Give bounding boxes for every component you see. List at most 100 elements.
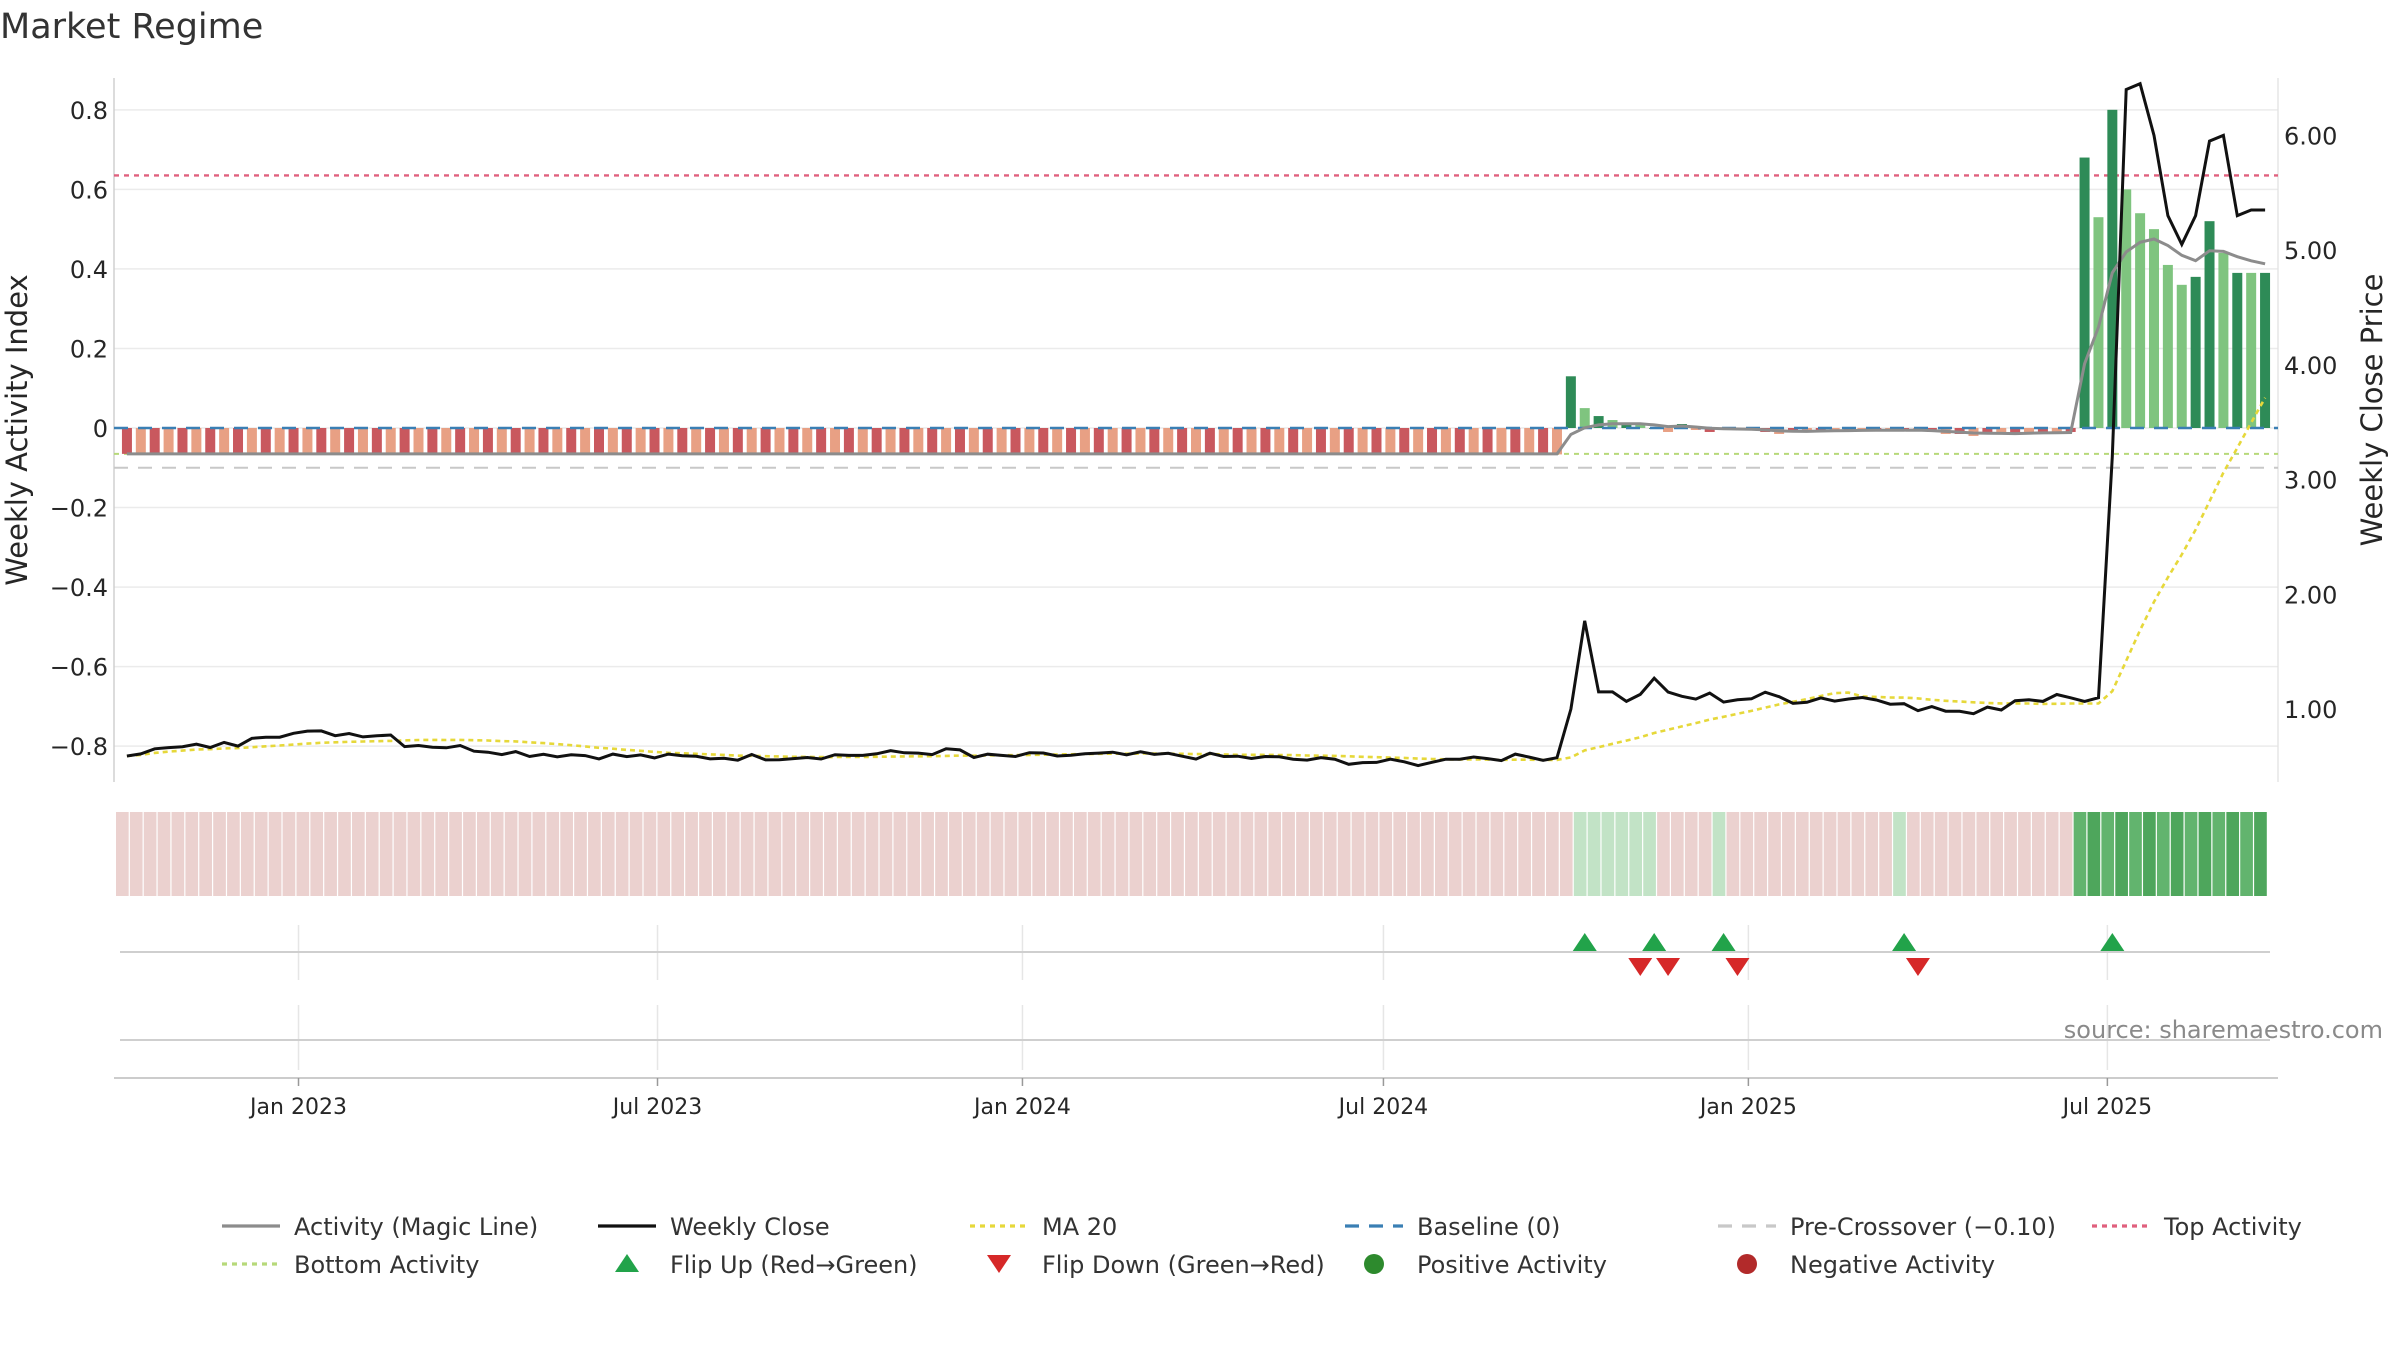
regime-strip-cell [1462,812,1476,896]
legend-swatch-flip-down [987,1255,1011,1273]
legend-label: Baseline (0) [1417,1213,1560,1241]
legend-swatch-dot [1737,1254,1757,1274]
activity-bar [2148,229,2159,428]
regime-strip-cell [1171,812,1184,896]
regime-strip-cell [851,812,865,896]
activity-bar [1579,408,1590,428]
activity-bar [385,428,396,454]
regime-strip-cell [754,812,768,896]
flip-up-marker [2100,933,2125,951]
activity-bar [2246,272,2257,428]
regime-strip-cell [1004,812,1018,896]
activity-bar [788,428,799,454]
regime-strip-cell [1546,812,1559,896]
x-tick-label: Jul 2025 [2061,1095,2153,1120]
activity-bar [274,428,285,454]
activity-bar [746,428,757,453]
regime-strip-cell [976,812,990,896]
legend-label: Flip Up (Red→Green) [670,1251,918,1279]
activity-bar [316,428,327,454]
activity-bar [843,428,854,455]
activity-bar [1704,428,1715,432]
right-tick-label: 2.00 [2284,581,2337,609]
regime-strip-cell [1282,812,1295,896]
activity-bar [1149,428,1160,453]
activity-bar [982,428,993,454]
x-tick-label: Jan 2023 [248,1095,347,1120]
activity-bar [191,428,202,454]
regime-strip-cell [1795,812,1809,896]
activity-bar [941,428,952,454]
activity-bar [2107,109,2118,429]
activity-bar [1093,428,1104,454]
regime-strip-cell [518,812,532,896]
regime-strip-cell [1893,812,1906,896]
regime-strip-cell [1518,812,1531,896]
activity-bar [1454,428,1465,454]
activity-bar [871,428,882,454]
activity-bar [1246,428,1257,455]
regime-strip-cell [1670,812,1684,896]
regime-strip-cell [449,812,462,896]
regime-strip-cell [1434,812,1448,896]
activity-bar [1663,428,1674,432]
regime-strip-cell [1573,812,1587,896]
activity-bar [1066,428,1077,455]
regime-strip-cell [601,812,615,896]
activity-bar [691,428,702,455]
regime-strip-cell [726,812,740,896]
regime-strip-cell [935,812,948,896]
regime-strip-cell [1254,812,1268,896]
x-tick-label: Jan 2024 [972,1095,1071,1120]
regime-strip-cell [574,812,587,896]
regime-strip-cell [407,812,421,896]
activity-bar [1274,428,1285,455]
ma20-line [126,397,2267,762]
activity-bar [163,428,174,455]
weekly-close-line [126,81,2266,768]
right-axis-title: Weekly Close Price [2355,274,2389,547]
activity-bar [1329,428,1340,454]
regime-strip-cell [1657,812,1670,896]
regime-strip-cell [1782,812,1795,896]
activity-bar [1538,428,1549,453]
regime-strip-cell [671,812,685,896]
activity-bar [1565,376,1576,428]
regime-strip-cell [629,812,643,896]
regime-strip-cell [2198,812,2212,896]
flip-down-marker [1656,958,1681,976]
activity-bar [1177,428,1188,453]
activity-bar [482,428,493,453]
regime-strip-cell [1018,812,1032,896]
magic-line [126,237,2266,456]
activity-bar [260,428,271,455]
regime-strip-cell [699,812,712,896]
left-tick-label: 0.6 [70,176,108,204]
activity-bar [2051,428,2062,432]
regime-strip-cell [1212,812,1226,896]
activity-bar [149,428,160,455]
flip-up-marker [1892,933,1917,951]
activity-bar [1302,428,1313,455]
activity-bar [441,428,452,453]
regime-strip-cell [1379,812,1393,896]
activity-bar [1482,428,1493,454]
activity-bar [371,428,382,454]
regime-strip-cell [1532,812,1545,896]
legend-label: Weekly Close [670,1213,830,1241]
regime-strip-cell [393,812,407,896]
regime-strip-cell [1809,812,1823,896]
flip-up-marker [1642,933,1667,951]
regime-strip-cell [824,812,837,896]
activity-bar [330,428,341,455]
regime-strip-cell [1601,812,1615,896]
right-tick-label: 6.00 [2284,122,2337,150]
activity-bar [538,428,549,454]
regime-strip-cell [2240,812,2253,896]
activity-bar [413,428,424,455]
regime-strip-cell [1837,812,1851,896]
regime-strip-cell [1143,812,1157,896]
regime-strip-cell [296,812,310,896]
regime-strip-cell [116,812,129,896]
activity-bar [455,428,466,455]
